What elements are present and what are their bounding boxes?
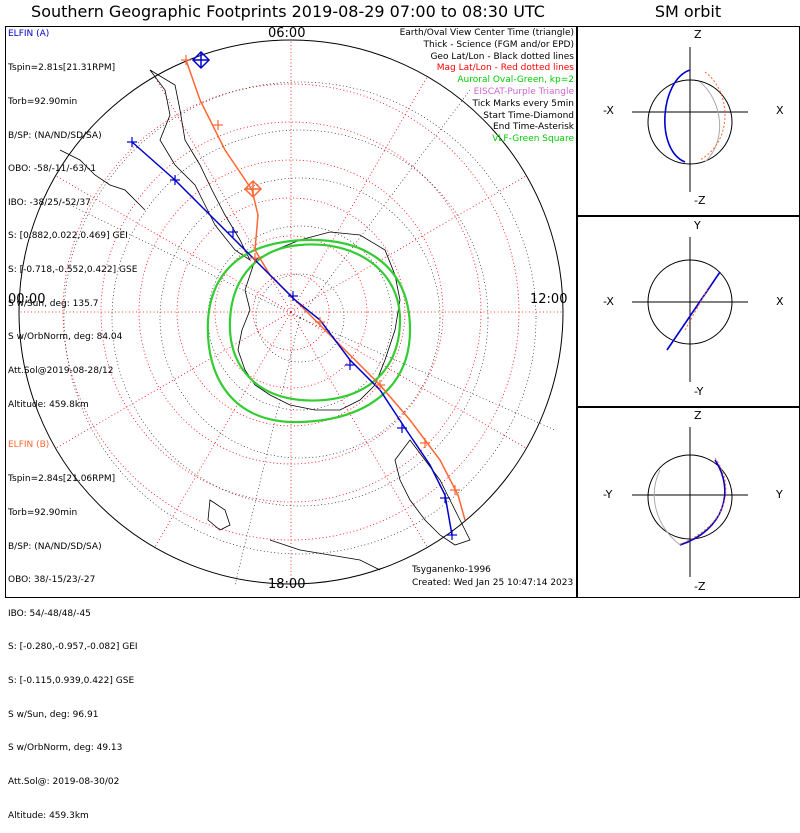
elfin-a-line: Tspin=2.81s[21.31RPM] xyxy=(8,63,116,74)
elfin-b-line: IBO: 54/-48/48/-45 xyxy=(8,608,91,619)
elfin-a-line: Att.Sol@2019-08-28/12 xyxy=(8,365,114,376)
hour-label-left: 00:00 xyxy=(8,292,46,307)
legend-item: Earth/Oval View Center Time (triangle) xyxy=(399,28,574,38)
sm2-bottom: -Y xyxy=(694,385,704,398)
elfin-b-info: Tspin=2.84s[21.06RPM] Torb=92.90min B/SP… xyxy=(8,452,138,833)
legend-item: Auroral Oval-Green, kp=2 xyxy=(457,75,574,86)
map-frame xyxy=(5,26,577,598)
elfin-b-line: OBO: 38/-15/23/-27 xyxy=(8,575,96,586)
elfin-b-line: S: [-0.115,0.939,0.422] GSE xyxy=(8,676,135,687)
hour-label-bottom: 18:00 xyxy=(268,577,306,592)
model-label: Tsyganenko-1996 xyxy=(412,565,491,575)
geo-latitude-grid xyxy=(59,81,556,586)
legend-item: Thick - Science (FGM and/or EPD) xyxy=(423,39,574,50)
elfin-a-line: IBO: -38/25/-52/37 xyxy=(8,197,91,208)
sm2-top: Y xyxy=(694,219,701,232)
elfin-a-line: Altitude: 459.8km xyxy=(8,399,89,410)
elfin-b-line: Tspin=2.84s[21.06RPM] xyxy=(8,474,116,485)
elfin-b-line: S: [-0.280,-0.957,-0.082] GEI xyxy=(8,642,138,653)
elfin-a-heading: ELFIN (A) xyxy=(8,29,50,39)
sm2-right: X xyxy=(776,295,784,308)
map-graphics xyxy=(18,39,748,586)
hour-label-right: 12:00 xyxy=(530,292,568,307)
start-diamond-a xyxy=(191,50,211,70)
elfin-a-line: S w/OrbNorm, deg: 84.04 xyxy=(8,332,123,343)
sm1-bottom: -Z xyxy=(694,194,706,207)
sm-panel-xz xyxy=(632,47,748,192)
sm1-right: X xyxy=(776,104,784,117)
sm1-top: Z xyxy=(694,28,702,41)
legend-item: Geo Lat/Lon - Black dotted lines xyxy=(430,51,574,62)
elfin-b-line: Altitude: 459.3km xyxy=(8,810,89,821)
legend-item: Tick Marks every 5min xyxy=(472,98,574,109)
legend-item: VLF-Green Square xyxy=(492,134,574,145)
sm3-left: -Y xyxy=(603,488,613,501)
sm3-bottom: -Z xyxy=(694,580,706,593)
elfin-b-line: S w/OrbNorm, deg: 49.13 xyxy=(8,743,123,754)
legend-item: End Time-Asterisk xyxy=(492,122,574,133)
start-diamond-b xyxy=(243,179,263,199)
track-elfin-a xyxy=(131,141,453,536)
elfin-b-line: S w/Sun, deg: 96.91 xyxy=(8,709,99,720)
auroral-oval xyxy=(206,238,412,424)
page-title: Southern Geographic Footprints 2019-08-2… xyxy=(31,2,545,21)
map-legend: Earth/Oval View Center Time (triangle) T… xyxy=(400,28,574,146)
elfin-b-line: Att.Sol@: 2019-08-30/02 xyxy=(8,776,120,787)
sm-orbit-title: SM orbit xyxy=(654,2,722,21)
elfin-a-line: B/SP: (NA/ND/SD/SA) xyxy=(8,130,102,141)
elfin-b-heading: ELFIN (B) xyxy=(8,440,50,450)
legend-item: EISCAT-Purple Triangle xyxy=(473,86,574,97)
map-boundary xyxy=(18,39,564,585)
track-markers xyxy=(127,137,457,540)
sm-panel-xy xyxy=(632,237,748,382)
elfin-a-line: Torb=92.90min xyxy=(8,97,78,108)
elfin-a-line: S: [-0.718,-0.552,0.422] GSE xyxy=(8,265,138,276)
legend-item: Start Time-Diamond xyxy=(483,110,574,121)
elfin-b-line: B/SP: (NA/ND/SD/SA) xyxy=(8,541,102,552)
elfin-b-line: Torb=92.90min xyxy=(8,508,78,519)
sm3-right: Y xyxy=(776,488,783,501)
legend-item: Mag Lat/Lon - Red dotted lines xyxy=(436,63,574,74)
track-b-markers xyxy=(181,55,460,495)
elfin-a-line: OBO: -58/-11/-63/-1 xyxy=(8,164,97,175)
sm2-left: -X xyxy=(603,295,614,308)
elfin-a-line: S w/Sun, deg: 135.7 xyxy=(8,298,99,309)
sm3-top: Z xyxy=(694,409,702,422)
hour-label-top: 06:00 xyxy=(268,26,306,41)
sm-panel-yz xyxy=(632,427,748,577)
elfin-a-info: Tspin=2.81s[21.31RPM] Torb=92.90min B/SP… xyxy=(8,41,137,422)
coastlines xyxy=(59,69,471,571)
sm1-left: -X xyxy=(603,104,614,117)
mag-latitude-grid xyxy=(20,40,562,583)
created-label: Created: Wed Jan 25 10:47:14 2023 xyxy=(412,578,574,588)
elfin-a-line: S: [0.882,0.022,0.469] GEI xyxy=(8,231,128,242)
